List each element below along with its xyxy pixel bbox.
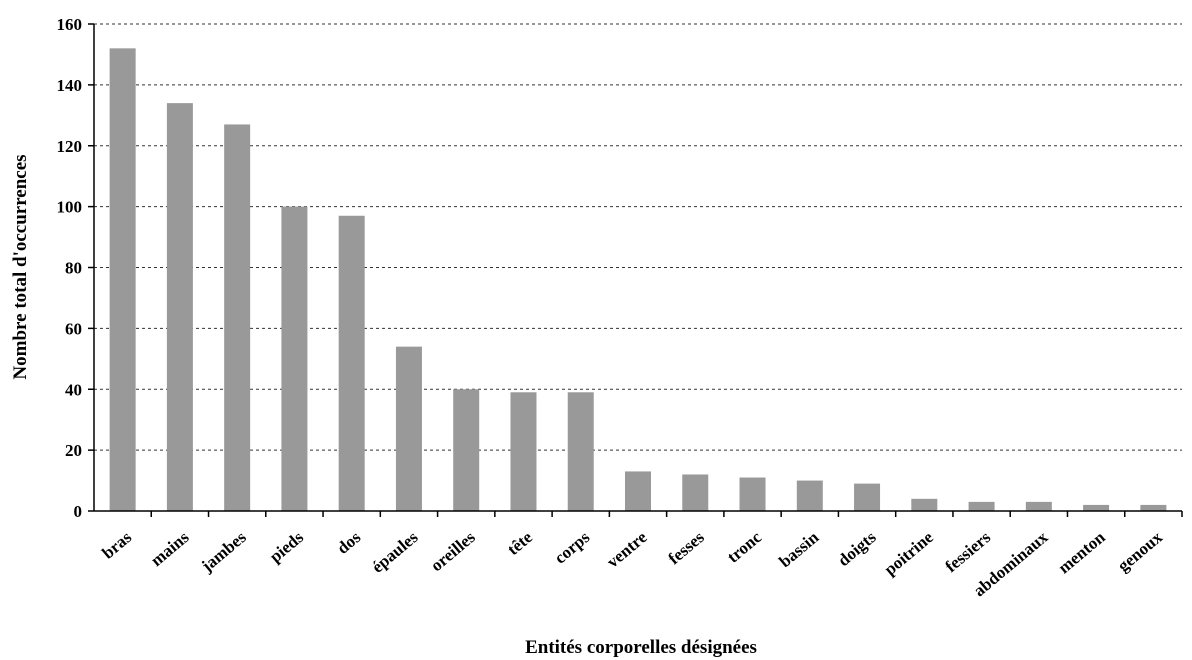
x-tick-label: pieds (266, 527, 307, 566)
y-tick-label: 0 (74, 502, 83, 521)
gridlines (94, 23, 1182, 451)
y-axis-title: Nombre total d'occurrences (10, 154, 31, 379)
x-tick-labels: bras mains jambes pieds dos épaules oreilles tê… (98, 511, 1183, 600)
bar-ventre (625, 471, 651, 511)
bar-tronc (739, 477, 766, 511)
x-tick-label: dos (333, 527, 364, 558)
y-tick-label: 80 (65, 259, 82, 278)
x-tick-label: tronc (723, 527, 765, 567)
bar-mains (166, 103, 193, 511)
bar-genoux (1140, 504, 1167, 511)
x-tick-label: ventre (603, 527, 651, 571)
y-tick-labels: 0 20 40 60 80 100 120 140 160 (57, 15, 94, 521)
bar-bras (109, 48, 136, 511)
x-axis-title: Entités corporelles désignées (525, 637, 757, 658)
y-tick-label: 100 (57, 198, 83, 217)
x-tick-label: bras (98, 527, 135, 562)
bar-oreilles (453, 389, 480, 511)
bar-fessiers (968, 501, 995, 511)
x-tick-label: doigts (834, 527, 880, 570)
bar-abdominaux (1025, 501, 1052, 511)
x-tick-label: fessiers (941, 527, 994, 576)
x-tick-label: épaules (368, 527, 422, 576)
x-tick-label: poitrine (881, 527, 938, 579)
y-tick-label: 20 (65, 441, 82, 460)
bar-fesses (682, 474, 709, 511)
x-tick-label: fesses (665, 527, 709, 568)
y-tick-label: 120 (57, 137, 83, 156)
x-tick-label: mains (147, 527, 193, 570)
y-tick-label: 140 (57, 76, 83, 95)
bar-corps (567, 392, 594, 511)
bars (109, 48, 1167, 511)
x-tick-label: genoux (1114, 527, 1166, 575)
bar-jambes (224, 124, 251, 511)
y-tick-label: 60 (65, 319, 82, 338)
bar-menton (1083, 504, 1110, 511)
x-tick-label: jambes (197, 527, 250, 576)
x-tick-label: corps (551, 527, 594, 567)
y-tick-label: 40 (65, 380, 82, 399)
bar-pieds (281, 206, 308, 511)
bar-dos (338, 215, 365, 511)
bar-épaules (395, 346, 422, 511)
bar-doigts (854, 483, 881, 511)
y-tick-label: 160 (57, 15, 83, 34)
bar-poitrine (911, 498, 938, 511)
x-tick-label: menton (1054, 527, 1109, 577)
bar-bassin (796, 480, 823, 511)
x-tick-label: bassin (775, 527, 822, 571)
x-tick-label: tête (504, 527, 537, 559)
bar-tête (510, 392, 537, 511)
x-tick-label: oreilles (427, 527, 479, 575)
